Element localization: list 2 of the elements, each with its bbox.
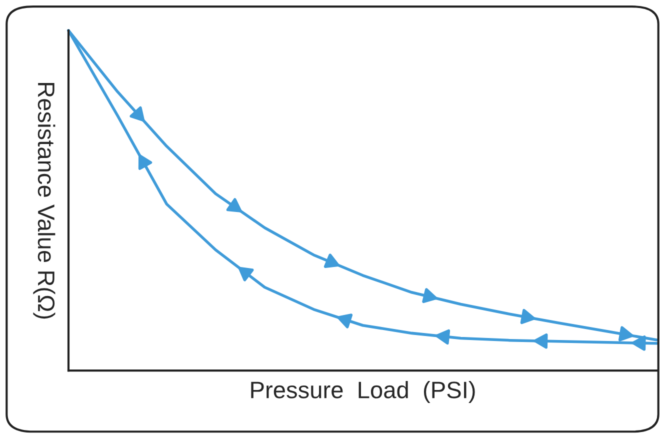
y-axis-title: Resistance Value R(Ω) (33, 83, 56, 319)
x-axis-title: Pressure Load (PSI) (251, 381, 475, 404)
